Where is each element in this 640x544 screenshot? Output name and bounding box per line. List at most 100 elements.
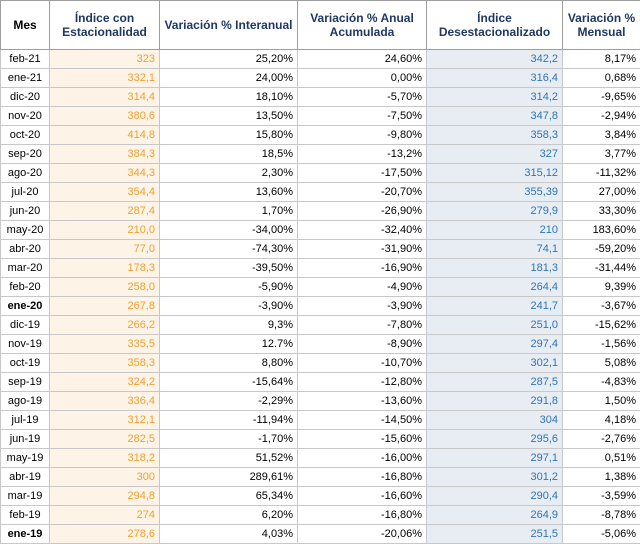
cell-indice-desestacionalizado: 251,0 — [427, 316, 563, 335]
cell-mes: ene-21 — [1, 69, 50, 88]
cell-variacion-anual-acumulada: -7,80% — [298, 316, 427, 335]
cell-indice-desestacionalizado: 181,3 — [427, 259, 563, 278]
cell-mes: ene-19 — [1, 525, 50, 544]
cell-indice-desestacionalizado: 290,4 — [427, 487, 563, 506]
cell-indice-desestacionalizado: 74,1 — [427, 240, 563, 259]
cell-variacion-interanual: 13,50% — [160, 107, 298, 126]
cell-mes: ene-20 — [1, 297, 50, 316]
cell-indice-estacionalidad: 210,0 — [50, 221, 160, 240]
cell-indice-estacionalidad: 314,4 — [50, 88, 160, 107]
cell-variacion-mensual: -4,83% — [563, 373, 640, 392]
cell-variacion-mensual: -3,59% — [563, 487, 640, 506]
cell-mes: mar-20 — [1, 259, 50, 278]
cell-indice-estacionalidad: 312,1 — [50, 411, 160, 430]
cell-variacion-anual-acumulada: -16,00% — [298, 449, 427, 468]
cell-indice-estacionalidad: 380,6 — [50, 107, 160, 126]
cell-variacion-anual-acumulada: -16,60% — [298, 487, 427, 506]
cell-indice-estacionalidad: 258,0 — [50, 278, 160, 297]
header-indice-estacionalidad: Índice con Estacionalidad — [50, 1, 160, 50]
cell-indice-estacionalidad: 332,1 — [50, 69, 160, 88]
cell-variacion-anual-acumulada: -7,50% — [298, 107, 427, 126]
cell-mes: may-20 — [1, 221, 50, 240]
cell-indice-desestacionalizado: 355,39 — [427, 183, 563, 202]
cell-indice-desestacionalizado: 347,8 — [427, 107, 563, 126]
cell-indice-desestacionalizado: 358,3 — [427, 126, 563, 145]
cell-mes: nov-20 — [1, 107, 50, 126]
cell-variacion-anual-acumulada: -26,90% — [298, 202, 427, 221]
cell-variacion-interanual: 8,80% — [160, 354, 298, 373]
cell-mes: sep-20 — [1, 145, 50, 164]
cell-indice-desestacionalizado: 342,2 — [427, 50, 563, 69]
cell-variacion-anual-acumulada: 0,00% — [298, 69, 427, 88]
cell-indice-estacionalidad: 274 — [50, 506, 160, 525]
cell-variacion-interanual: 2,30% — [160, 164, 298, 183]
cell-variacion-interanual: 13,60% — [160, 183, 298, 202]
cell-indice-desestacionalizado: 279,9 — [427, 202, 563, 221]
cell-variacion-mensual: -2,76% — [563, 430, 640, 449]
cell-variacion-anual-acumulada: -13,60% — [298, 392, 427, 411]
cell-variacion-interanual: -15,64% — [160, 373, 298, 392]
cell-indice-desestacionalizado: 287,5 — [427, 373, 563, 392]
cell-variacion-anual-acumulada: -16,80% — [298, 468, 427, 487]
cell-indice-desestacionalizado: 297,1 — [427, 449, 563, 468]
header-variacion-anual-acumulada: Variación % Anual Acumulada — [298, 1, 427, 50]
cell-mes: sep-19 — [1, 373, 50, 392]
header-variacion-interanual: Variación % Interanual — [160, 1, 298, 50]
header-row: Mes Índice con Estacionalidad Variación … — [1, 1, 640, 50]
cell-indice-desestacionalizado: 327 — [427, 145, 563, 164]
cell-indice-estacionalidad: 335,5 — [50, 335, 160, 354]
cell-indice-desestacionalizado: 304 — [427, 411, 563, 430]
cell-variacion-interanual: 65,34% — [160, 487, 298, 506]
cell-variacion-mensual: -5,06% — [563, 525, 640, 544]
cell-indice-estacionalidad: 414,8 — [50, 126, 160, 145]
cell-variacion-anual-acumulada: -3,90% — [298, 297, 427, 316]
cell-variacion-mensual: -11,32% — [563, 164, 640, 183]
cell-variacion-interanual: -3,90% — [160, 297, 298, 316]
cell-variacion-anual-acumulada: -9,80% — [298, 126, 427, 145]
header-variacion-mensual: Variación % Mensual — [563, 1, 640, 50]
cell-variacion-anual-acumulada: -20,70% — [298, 183, 427, 202]
cell-variacion-mensual: 5,08% — [563, 354, 640, 373]
cell-variacion-anual-acumulada: -16,80% — [298, 506, 427, 525]
cell-mes: abr-20 — [1, 240, 50, 259]
cell-mes: nov-19 — [1, 335, 50, 354]
cell-indice-estacionalidad: 324,2 — [50, 373, 160, 392]
cell-indice-estacionalidad: 266,2 — [50, 316, 160, 335]
cell-indice-estacionalidad: 77,0 — [50, 240, 160, 259]
cell-variacion-interanual: -5,90% — [160, 278, 298, 297]
cell-variacion-anual-acumulada: -15,60% — [298, 430, 427, 449]
cell-variacion-anual-acumulada: -17,50% — [298, 164, 427, 183]
cell-variacion-anual-acumulada: -4,90% — [298, 278, 427, 297]
cell-mes: abr-19 — [1, 468, 50, 487]
cell-mes: mar-19 — [1, 487, 50, 506]
cell-mes: jun-20 — [1, 202, 50, 221]
cell-indice-estacionalidad: 300 — [50, 468, 160, 487]
cell-variacion-mensual: 8,17% — [563, 50, 640, 69]
cell-variacion-mensual: -1,56% — [563, 335, 640, 354]
cell-indice-desestacionalizado: 210 — [427, 221, 563, 240]
cell-variacion-anual-acumulada: -20,06% — [298, 525, 427, 544]
cell-variacion-anual-acumulada: -8,90% — [298, 335, 427, 354]
cell-variacion-interanual: 1,70% — [160, 202, 298, 221]
cell-mes: dic-20 — [1, 88, 50, 107]
cell-indice-estacionalidad: 358,3 — [50, 354, 160, 373]
cell-mes: feb-20 — [1, 278, 50, 297]
cell-variacion-interanual: 25,20% — [160, 50, 298, 69]
cell-variacion-mensual: 183,60% — [563, 221, 640, 240]
